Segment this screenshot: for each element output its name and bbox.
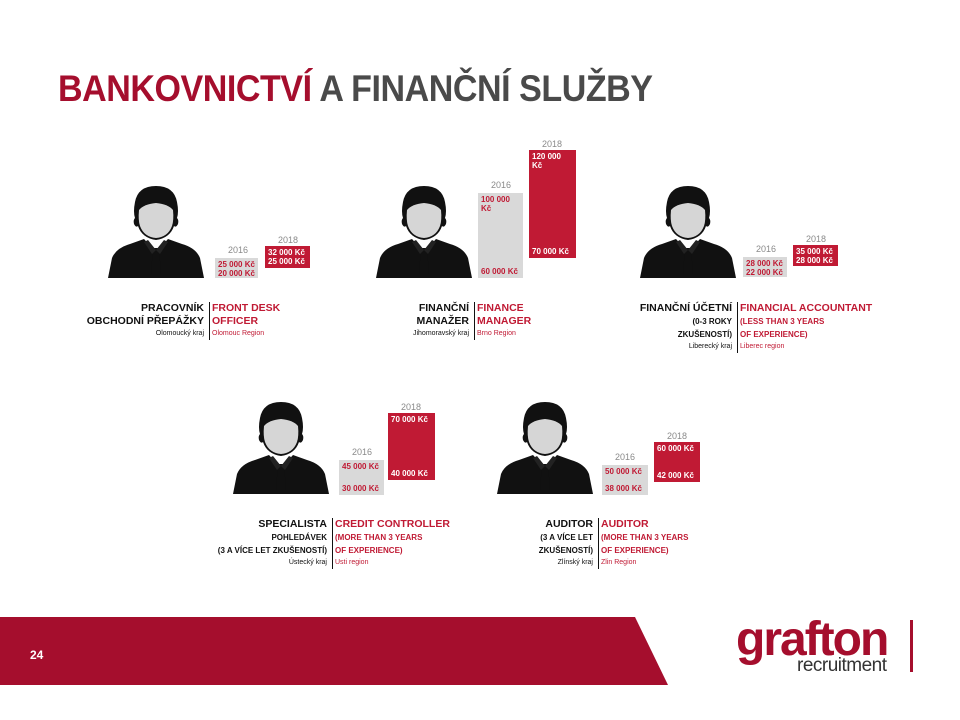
region-en: Brno Region [477, 330, 516, 337]
person-silhouette-icon [497, 400, 593, 494]
region-cz: Ústecký kraj [288, 559, 327, 566]
salary-bar-2018: 35 000 Kč 28 000 Kč [793, 245, 838, 266]
person-silhouette-icon [640, 184, 736, 278]
region-en: Usti region [335, 559, 369, 566]
job-title-en: FINANCIAL ACCOUNTANT (LESS THAN 3 YEARS OF… [740, 302, 872, 353]
job-title-en: FRONT DESK OFFICER Olomouc Region [212, 302, 280, 340]
salary-bar-2018: 60 000 Kč 42 000 Kč [654, 442, 700, 482]
salary-bar-2018: 32 000 Kč 25 000 Kč [265, 246, 310, 268]
salary-min: 60 000 Kč [481, 267, 518, 276]
salary-min: 38 000 Kč [605, 484, 642, 493]
job-title-cz: PRACOVNÍK OBCHODNÍ PŘEPÁŽKY Olomoucký kraj [87, 302, 210, 340]
salary-bar-2016: 45 000 Kč 30 000 Kč [339, 460, 384, 495]
salary-max: 50 000 Kč [605, 467, 642, 476]
person-silhouette-icon [233, 400, 329, 494]
salary-bar-2016: 25 000 Kč 20 000 Kč [215, 258, 258, 278]
salary-max: 70 000 Kč [391, 415, 428, 424]
region-cz: Liberecký kraj [688, 343, 732, 350]
job-title-cz: FINANČNÍ MANAŽER Jihomoravský kraj [413, 302, 475, 340]
year-2018-label: 2018 [400, 402, 422, 412]
region-en: Liberec region [740, 343, 785, 350]
job-title-cz: SPECIALISTA POHLEDÁVEK (3 A VÍCE LET ZKUŠE… [218, 518, 333, 569]
salary-max: 100 000 Kč [481, 195, 510, 213]
page-number: 24 [30, 648, 44, 662]
salary-bar-2016: 28 000 Kč 22 000 Kč [743, 257, 787, 277]
region-en: Zlin Region [601, 559, 637, 566]
salary-min: 30 000 Kč [342, 484, 379, 493]
salary-max: 28 000 Kč [746, 259, 783, 268]
year-2016-label: 2016 [227, 245, 249, 255]
logo-subtitle: recruitment [797, 655, 887, 676]
region-cz: Jihomoravský kraj [412, 330, 469, 337]
job-title-en: FINANCE MANAGER Brno Region [477, 302, 531, 340]
job-title-en: CREDIT CONTROLLER (MORE THAN 3 YEARS OF EX… [335, 518, 450, 569]
salary-max: 120 000 Kč [532, 152, 561, 170]
page-title: BANKOVNICTVÍ A FINANČNÍ SLUŽBY [58, 68, 653, 109]
salary-bar-2016: 100 000 Kč 60 000 Kč [478, 193, 523, 278]
footer-band [0, 617, 668, 685]
logo-bar [910, 620, 913, 672]
logo: grafton [736, 613, 889, 666]
salary-min: 25 000 Kč [268, 257, 305, 266]
year-2016-label: 2016 [351, 447, 373, 457]
salary-max: 45 000 Kč [342, 462, 379, 471]
salary-max: 25 000 Kč [218, 260, 255, 269]
salary-min: 20 000 Kč [218, 269, 255, 278]
year-2016-label: 2016 [614, 452, 636, 462]
region-cz: Zlínský kraj [557, 559, 593, 566]
year-2016-label: 2016 [755, 244, 777, 254]
region-cz: Olomoucký kraj [155, 330, 204, 337]
salary-min: 70 000 Kč [532, 247, 569, 256]
year-2018-label: 2018 [805, 234, 827, 244]
person-silhouette-icon [376, 184, 472, 278]
salary-max: 60 000 Kč [657, 444, 694, 453]
year-2018-label: 2018 [666, 431, 688, 441]
year-2018-label: 2018 [541, 139, 563, 149]
year-2018-label: 2018 [277, 235, 299, 245]
salary-bar-2018: 120 000 Kč 70 000 Kč [529, 150, 576, 258]
region-en: Olomouc Region [212, 330, 265, 337]
salary-bar-2018: 70 000 Kč 40 000 Kč [388, 413, 435, 480]
salary-min: 42 000 Kč [657, 471, 694, 480]
job-title-en: AUDITOR (MORE THAN 3 YEARS OF EXPERIENCE) Z… [601, 518, 688, 569]
job-title-cz: FINANČNÍ ÚČETNÍ (0-3 ROKY ZKUŠENOSTÍ) Liber… [640, 302, 738, 353]
person-silhouette-icon [108, 184, 204, 278]
salary-min: 28 000 Kč [796, 256, 833, 265]
salary-min: 40 000 Kč [391, 469, 428, 478]
salary-bar-2016: 50 000 Kč 38 000 Kč [602, 465, 648, 495]
salary-max: 32 000 Kč [268, 248, 305, 257]
year-2016-label: 2016 [490, 180, 512, 190]
salary-min: 22 000 Kč [746, 268, 783, 277]
salary-max: 35 000 Kč [796, 247, 833, 256]
job-title-cz: AUDITOR (3 A VÍCE LET ZKUŠENOSTÍ) Zlínský k… [539, 518, 599, 569]
